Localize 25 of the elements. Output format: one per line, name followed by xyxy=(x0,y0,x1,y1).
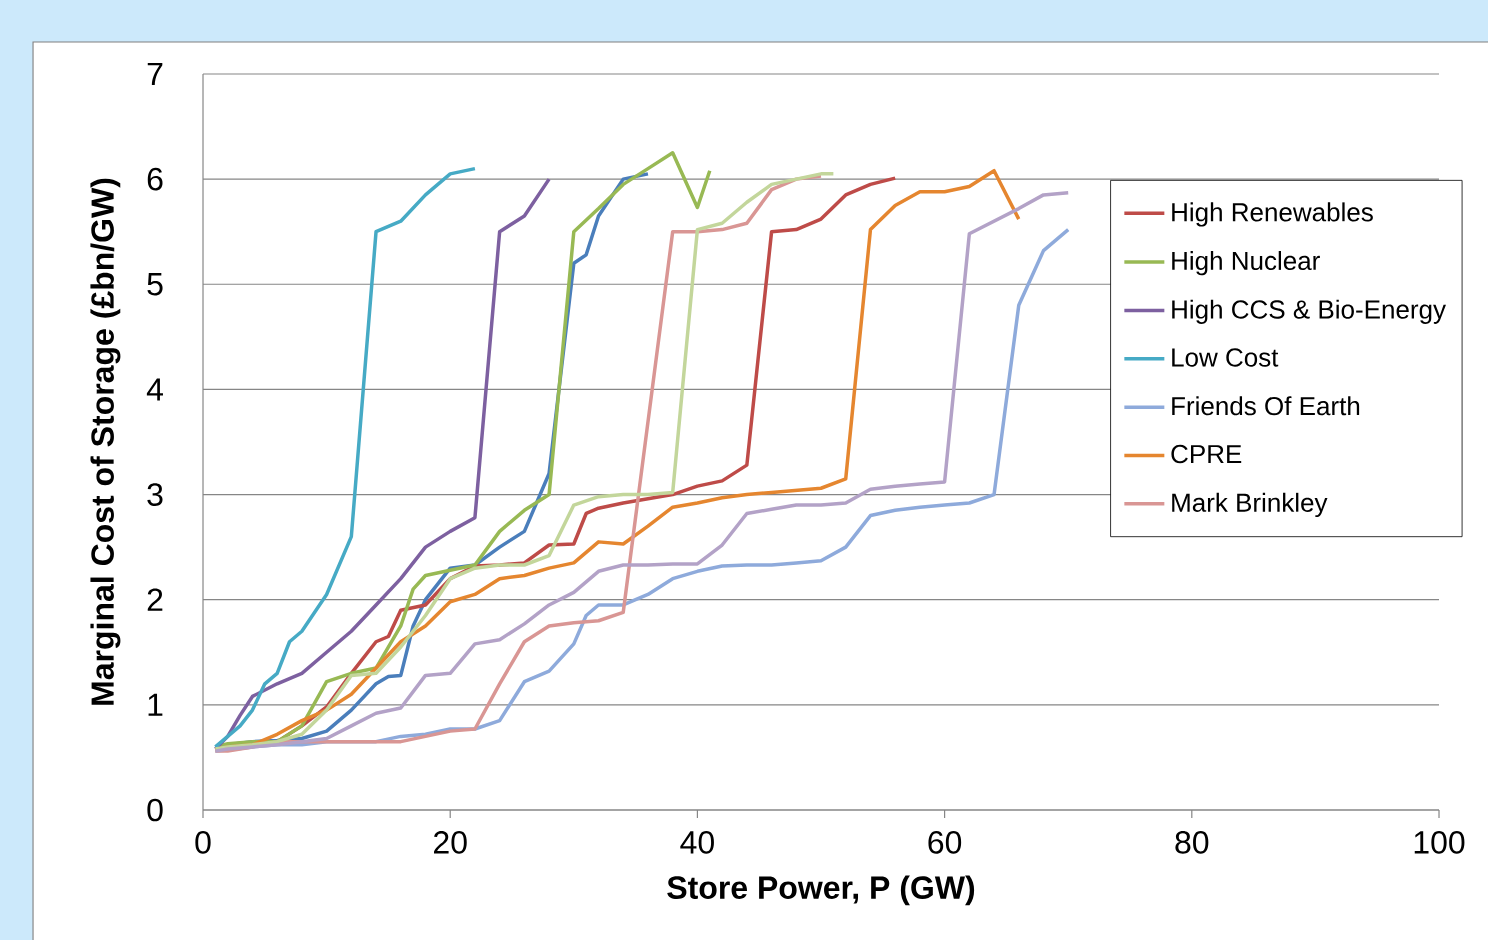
y-tick-label: 3 xyxy=(147,483,163,506)
y-tick-label: 4 xyxy=(146,378,163,401)
x-tick-label: 80 xyxy=(1175,831,1209,854)
legend-label: Low Cost xyxy=(1172,348,1279,367)
y-tick-label: 6 xyxy=(147,167,163,191)
y-tick-label: 2 xyxy=(147,588,163,611)
legend-label: High Renewables xyxy=(1172,202,1373,227)
x-tick-label: 40 xyxy=(680,831,714,854)
x-tick-label: 60 xyxy=(928,831,962,854)
y-tick-label: 0 xyxy=(147,798,163,822)
x-tick-label: 0 xyxy=(195,831,211,854)
y-tick-label: 5 xyxy=(147,273,163,296)
x-axis-title: Store Power, P (GW) xyxy=(667,875,975,906)
line-series xyxy=(213,177,551,751)
x-tick-label: 20 xyxy=(434,831,467,854)
legend-label: Friends Of Earth xyxy=(1172,396,1360,416)
line-series xyxy=(213,166,477,749)
legend-label: CPRE xyxy=(1171,444,1242,464)
legend-label: Mark Brinkley xyxy=(1172,492,1328,518)
y-axis-title: Marginal Cost of Storage (£bn/GW) xyxy=(90,178,121,705)
x-tick-label: 100 xyxy=(1414,831,1465,854)
legend-label: High CCS & Bio-Energy xyxy=(1172,299,1446,324)
y-tick-label: 1 xyxy=(148,693,163,716)
legend-label: High Nuclear xyxy=(1172,251,1320,276)
y-tick-label: 7 xyxy=(147,62,163,85)
